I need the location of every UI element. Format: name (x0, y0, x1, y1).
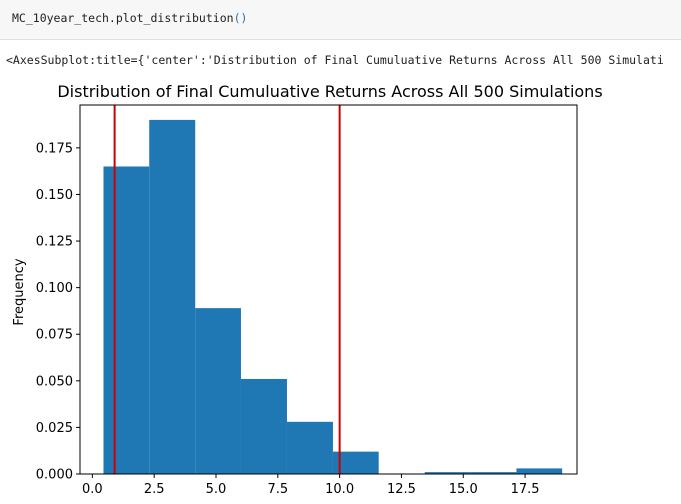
histogram-bar (103, 166, 150, 474)
confidence-lines (113, 105, 341, 474)
y-tick-label: 0.025 (36, 421, 73, 436)
y-tick-label: 0.175 (36, 141, 73, 156)
histogram-bar (516, 468, 563, 474)
chart-title: Distribution of Final Cumuluative Return… (57, 82, 602, 101)
x-tick-label: 7.5 (267, 482, 288, 497)
y-tick-label: 0.050 (36, 374, 73, 389)
code-parens: () (233, 11, 248, 25)
output-repr-text: <AxesSubplot:title={'center':'Distributi… (6, 53, 664, 67)
histogram-bar (149, 119, 196, 474)
histogram-bar (286, 421, 333, 474)
x-tick-label: 12.5 (387, 482, 416, 497)
code-line[interactable]: MC_10year_tech.plot_distribution() (12, 11, 247, 25)
y-tick-label: 0.100 (36, 281, 73, 296)
histogram-bar (332, 451, 379, 474)
y-tick-label: 0.125 (36, 235, 73, 250)
x-tick-label: 0.0 (82, 482, 103, 497)
histogram-bar (470, 472, 517, 474)
histogram-bar (424, 472, 471, 474)
y-axis-label: Frequency (12, 258, 27, 325)
x-axis-ticks: 0.0 2.5 5.0 7.5 10.0 12.5 15.0 17.5 (82, 474, 540, 497)
y-tick-label: 0.000 (36, 468, 73, 483)
x-tick-label: 15.0 (449, 482, 478, 497)
code-cell[interactable]: MC_10year_tech.plot_distribution() (0, 0, 681, 40)
y-tick-label: 0.150 (36, 188, 73, 203)
y-axis-ticks: 0.000 0.025 0.050 0.075 0.100 0.125 0.150 0.175 (36, 141, 80, 483)
y-tick-label: 0.075 (36, 328, 73, 343)
x-tick-label: 5.0 (206, 482, 227, 497)
x-tick-label: 10.0 (325, 482, 354, 497)
x-tick-label: 2.5 (144, 482, 165, 497)
histogram-bar (240, 378, 287, 474)
histogram-bar (195, 308, 241, 474)
plot-frame (79, 104, 578, 475)
code-text: MC_10year_tech.plot_distribution (12, 11, 234, 25)
bars-group (103, 119, 563, 474)
x-tick-label: 17.5 (511, 482, 540, 497)
